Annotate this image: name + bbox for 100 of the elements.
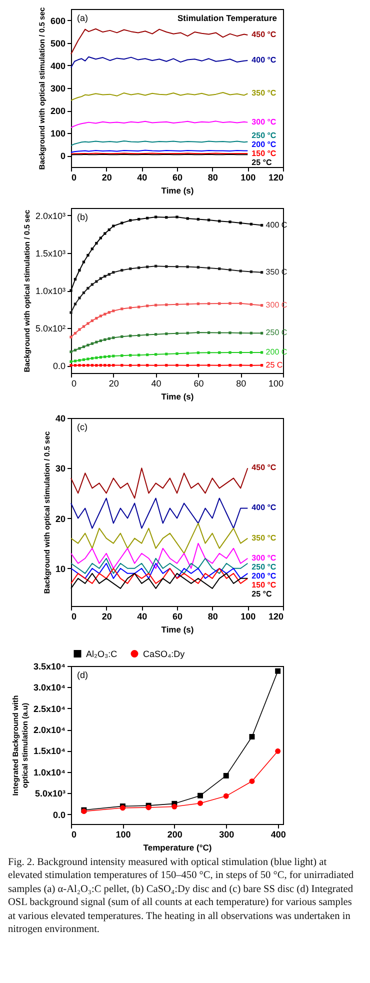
y-tick-label: 1.0x10³ [35, 286, 66, 296]
point [95, 242, 98, 245]
y-tick-label: 100 [50, 128, 66, 139]
point [239, 222, 242, 224]
point [198, 800, 204, 806]
y-tick-label: 2.0x10⁴ [34, 725, 66, 736]
point [86, 344, 90, 346]
line-series [70, 498, 248, 529]
point [154, 216, 158, 218]
series-label: 350 °C [252, 88, 276, 98]
x-tick-label: 60 [172, 172, 183, 182]
annotation: Stimulation Temperature [178, 13, 278, 23]
y-tick-label: 5.0x10² [35, 324, 66, 334]
point [228, 268, 232, 272]
x-tick-label: 120 [268, 172, 284, 182]
x-tick-label: 200 [167, 830, 182, 840]
point [176, 352, 178, 355]
annotation: (a) [77, 13, 88, 23]
point [250, 351, 253, 354]
line-series [70, 56, 248, 68]
point [176, 364, 178, 367]
x-tick-label: 40 [137, 612, 148, 622]
y-tick-label: 200 [50, 106, 66, 116]
line-series [70, 568, 248, 584]
point [172, 804, 178, 810]
y-tick-label: 600 [50, 16, 66, 26]
point [86, 286, 90, 290]
point [78, 359, 81, 362]
y-tick-label: 20 [55, 514, 66, 524]
x-tick-label: 80 [208, 172, 218, 182]
y-tick-label: 300 [50, 84, 66, 94]
point [223, 772, 229, 778]
x-axis-title: Time (s) [161, 186, 194, 196]
x-tick-label: 80 [236, 378, 246, 388]
legend-label: CaSO₄:Dy [143, 648, 186, 659]
point [176, 216, 178, 218]
y-tick-label: 0.0 [52, 810, 66, 820]
point [249, 778, 255, 784]
x-tick-label: 0 [72, 830, 77, 840]
point [112, 224, 115, 228]
point [228, 220, 232, 224]
point [228, 364, 232, 367]
line-series [70, 562, 248, 579]
x-axis-title: Time (s) [161, 624, 194, 634]
point [176, 265, 178, 268]
series-label: 150 °C [252, 580, 276, 590]
annotation: (d) [77, 670, 88, 680]
point [223, 793, 229, 799]
point [70, 360, 72, 363]
y-tick-label: 40 [55, 414, 66, 424]
x-axis-title: Time (s) [161, 392, 194, 402]
y-tick-label: 500 [50, 38, 66, 48]
point [78, 296, 81, 300]
y-tick-label: 2.5x10⁴ [34, 704, 66, 714]
y-tick-label: 1.5x10⁴ [34, 746, 66, 756]
point [95, 340, 98, 344]
point [78, 268, 81, 272]
line-series [70, 264, 264, 314]
point [228, 302, 232, 305]
caption: Fig. 2. Background intensity measured with optical stimulation (blue light) at elevated stimulation temperatures of 150–450 °C, in steps of 50 °C, for unirradiated samples (a) α-Al₂O₃:C pellet, (b) CaSO₄:Dy disc and (c) bare SS disc (d) Integrated OSL background signal (sum of all counts at each temperature) for various samples at various elevated temperatures. The heating in all observations was undertaken in nitrogen environment. [8, 856, 355, 936]
x-tick-label: 80 [208, 612, 218, 622]
line-series [70, 542, 248, 569]
point [198, 792, 204, 798]
point [95, 356, 98, 360]
point [95, 316, 98, 320]
series-label: 25 C [266, 360, 283, 370]
x-tick-label: 20 [102, 612, 112, 622]
point [86, 358, 90, 360]
legend-label: Al₂O₃:C [86, 648, 118, 659]
series-label: 25 °C [252, 589, 272, 598]
line-series [70, 468, 248, 499]
x-tick-label: 20 [108, 378, 119, 388]
point [86, 364, 90, 367]
point [228, 331, 232, 334]
series-label: 350 °C [252, 533, 276, 542]
series-label: 200 °C [252, 571, 276, 580]
line-series [70, 120, 248, 128]
point [90, 283, 94, 286]
series-label: 25 °C [252, 158, 272, 167]
point [138, 306, 140, 308]
x-tick-label: 120 [268, 612, 284, 622]
line-series [70, 558, 248, 574]
y-tick-label: 0.0 [52, 361, 66, 371]
series-label: 450 °C [252, 463, 276, 472]
x-tick-label: 0 [72, 378, 77, 388]
point [186, 217, 189, 220]
line-series [70, 331, 264, 354]
line-series [70, 92, 248, 101]
point [74, 302, 77, 306]
y-tick-label: 5.0x10³ [34, 788, 66, 799]
line-series [70, 572, 248, 589]
line-series [70, 28, 248, 55]
point [165, 352, 168, 356]
y-tick-label: 1.0x10⁴ [34, 767, 66, 778]
line-series [70, 351, 264, 363]
point [74, 360, 77, 362]
point [78, 347, 81, 350]
point [112, 354, 115, 358]
series-label: 200 °C [252, 140, 276, 149]
x-axis-title: Temperature (°C) [143, 842, 212, 852]
